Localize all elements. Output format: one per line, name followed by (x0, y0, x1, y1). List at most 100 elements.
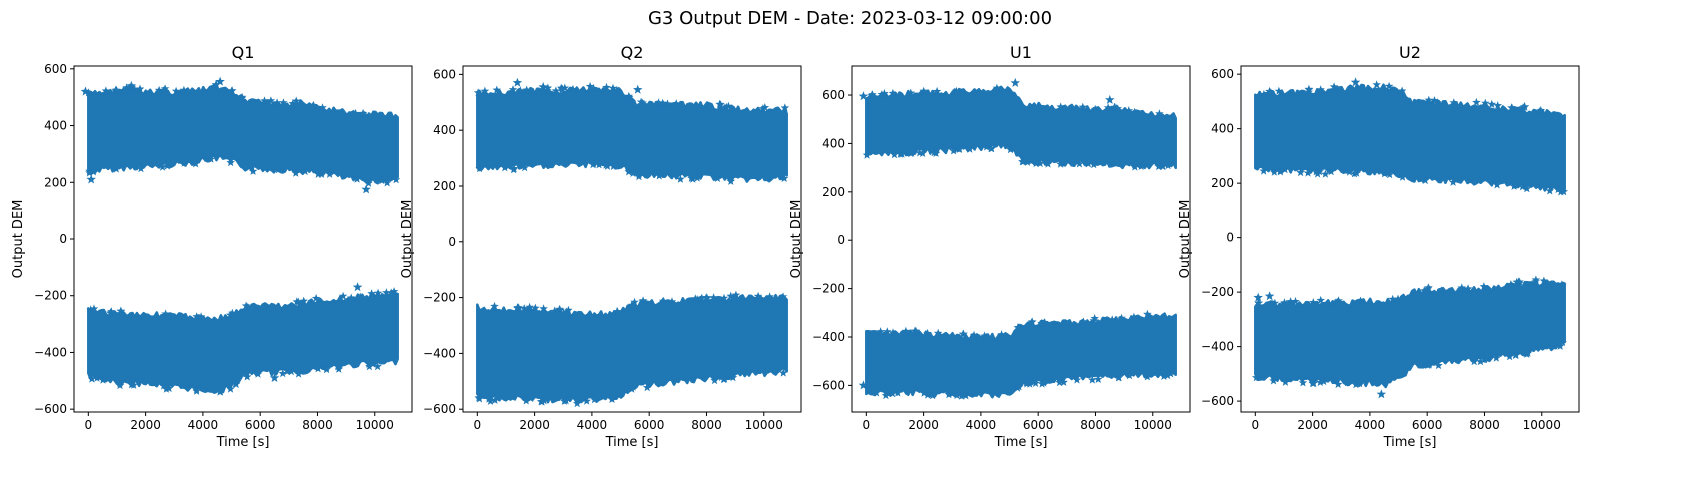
data-point (160, 84, 170, 93)
x-tick-label: 0 (474, 418, 482, 432)
x-axis-label: Time [s] (216, 435, 270, 450)
data-point (1492, 180, 1502, 189)
data-point (171, 86, 181, 95)
data-point (872, 388, 881, 397)
data-point (163, 381, 173, 390)
y-tick-label: −200 (423, 291, 456, 305)
data-point (294, 297, 303, 306)
x-tick-label: 6000 (634, 418, 665, 432)
data-point (1006, 145, 1015, 154)
data-point (710, 376, 719, 385)
data-point (1518, 182, 1527, 191)
outlier-point (1010, 77, 1020, 87)
x-tick-label: 10000 (1523, 418, 1561, 432)
data-point (1117, 313, 1126, 322)
y-tick-label: 400 (1211, 122, 1234, 136)
data-point (308, 102, 317, 111)
data-point (1356, 296, 1365, 305)
data-point (1158, 162, 1168, 171)
data-point (1043, 159, 1053, 168)
x-axis-label: Time [s] (1383, 435, 1437, 450)
data-point (98, 375, 108, 384)
data-point (1090, 314, 1099, 323)
data-point (779, 173, 789, 182)
data-point (717, 373, 726, 382)
data-point (613, 307, 622, 316)
data-point (386, 288, 396, 297)
data-point (911, 326, 921, 335)
panel-q1: 0 2000 4000 6000 8000 10000 −600 −400 −200 0 200 40… (11, 43, 413, 450)
data-point (1558, 338, 1567, 347)
data-point (373, 362, 382, 371)
data-point (1333, 379, 1343, 388)
outlier-point (549, 306, 560, 316)
data-point (1448, 177, 1458, 186)
data-point (1313, 169, 1322, 178)
data-point (253, 369, 263, 378)
data-point (346, 293, 356, 302)
data-point (490, 395, 500, 404)
data-point (1055, 378, 1064, 387)
data-point (1040, 318, 1049, 327)
data-point (959, 329, 968, 338)
data-point (1094, 374, 1103, 383)
x-tick-label: 2000 (519, 418, 550, 432)
data-point (915, 148, 924, 157)
data-point (317, 169, 326, 178)
data-point (87, 374, 97, 383)
data-point (227, 86, 237, 95)
x-tick-label: 8000 (302, 418, 333, 432)
data-point (1316, 377, 1325, 387)
outlier-point (1105, 94, 1115, 104)
data-point (1531, 275, 1541, 284)
panel-title: Q1 (232, 43, 255, 62)
data-point (624, 167, 633, 176)
data-point (1424, 95, 1434, 104)
data-point (1027, 317, 1037, 326)
data-point (1424, 360, 1434, 369)
data-point (1321, 169, 1330, 178)
data-point (1033, 157, 1042, 166)
data-point (1469, 357, 1479, 366)
data-point (897, 149, 907, 158)
data-point (192, 386, 201, 395)
data-point (484, 394, 494, 403)
data-point (612, 85, 622, 94)
data-point (516, 86, 525, 95)
data-point (1326, 167, 1336, 176)
data-point (163, 161, 172, 170)
data-point (1316, 85, 1325, 94)
data-point (1355, 379, 1364, 388)
data-point (299, 296, 308, 305)
data-point (192, 312, 201, 321)
x-tick-label: 2000 (1297, 418, 1328, 432)
data-point (84, 88, 93, 97)
data-point (582, 396, 591, 405)
data-point (923, 390, 932, 399)
data-point (1536, 105, 1546, 115)
data-point (1090, 104, 1100, 113)
data-point (1281, 377, 1290, 386)
data-point (1078, 102, 1088, 111)
data-point (961, 391, 971, 400)
data-point (1493, 101, 1502, 110)
outlier-point (538, 81, 548, 91)
data-point (288, 99, 298, 108)
panel-q2: 0 2000 4000 6000 8000 10000 −600 −400 −200 0 200 40… (400, 43, 802, 450)
axes-frame (851, 65, 1191, 413)
data-point (1343, 378, 1352, 387)
data-point (1166, 369, 1175, 378)
data-point (687, 173, 696, 182)
data-point (522, 85, 531, 94)
data-point (1545, 186, 1554, 195)
outlier-point (1264, 291, 1275, 301)
data-point (691, 294, 700, 303)
y-tick-label: 400 (44, 119, 67, 133)
data-point (1559, 187, 1568, 196)
data-point (1384, 81, 1394, 90)
data-point (906, 88, 916, 97)
data-point (159, 381, 168, 390)
data-point (918, 148, 927, 157)
data-point (1089, 160, 1099, 169)
